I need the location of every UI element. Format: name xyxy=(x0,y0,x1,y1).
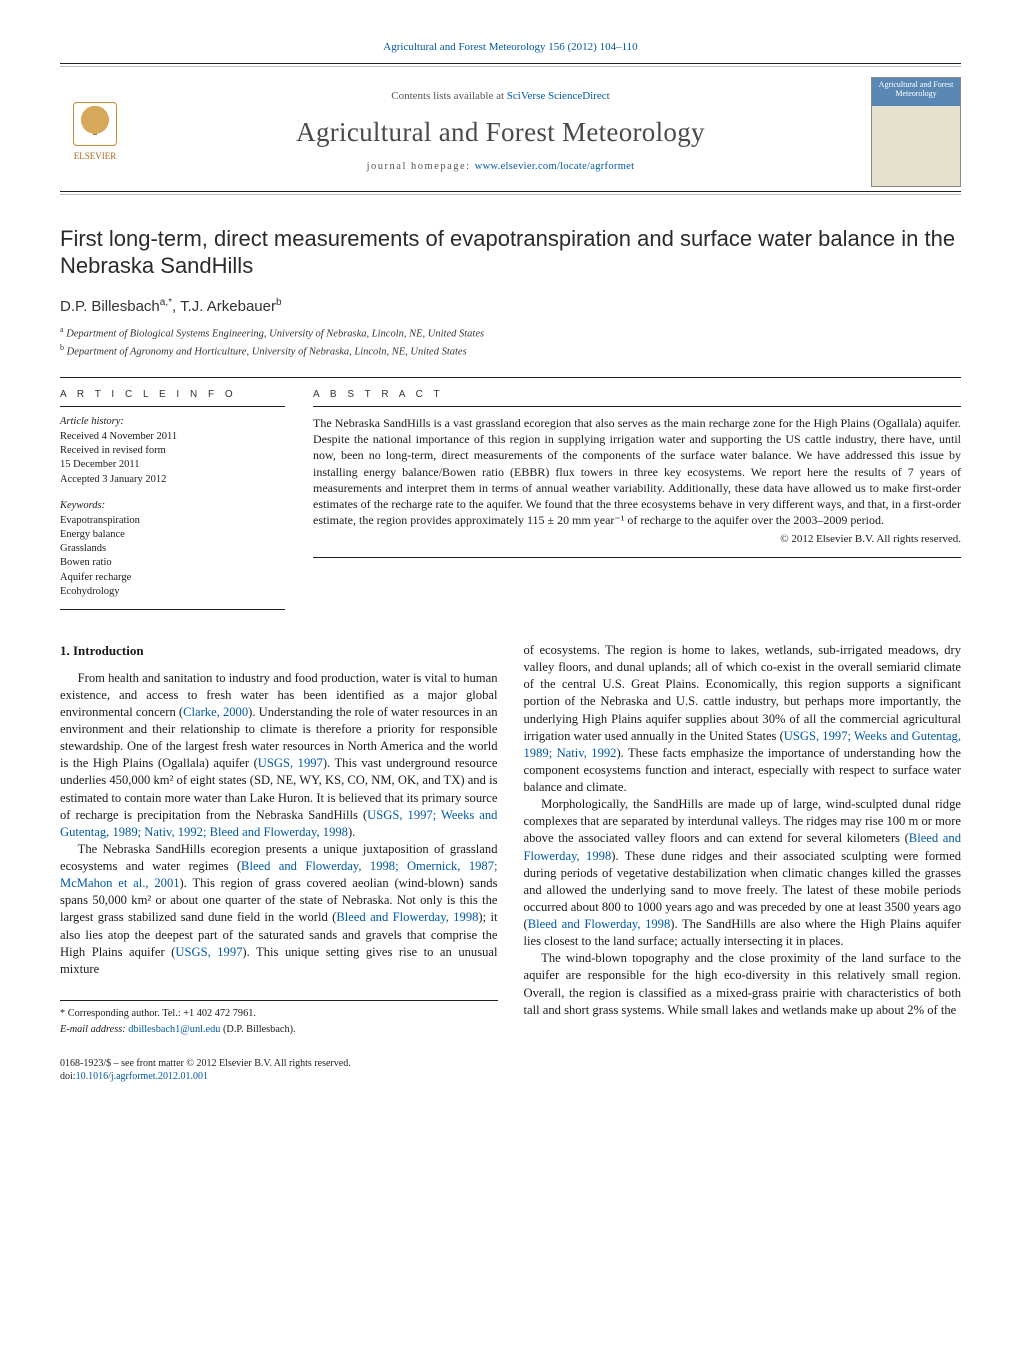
cite-usgs-1997-b[interactable]: USGS, 1997 xyxy=(175,945,242,959)
corresponding-author-line: * Corresponding author. Tel.: +1 402 472… xyxy=(60,1007,498,1021)
keyword-1: Evapotranspiration xyxy=(60,514,285,528)
intro-para-2: The Nebraska SandHills ecoregion present… xyxy=(60,841,498,978)
cover-title: Agricultural and Forest Meteorology xyxy=(875,81,957,99)
intro-para-5: The wind-blown topography and the close … xyxy=(524,950,962,1019)
rule-top-2 xyxy=(60,66,961,67)
history-revised-date: 15 December 2011 xyxy=(60,458,285,472)
history-heading: Article history: xyxy=(60,415,285,429)
email-person: (D.P. Billesbach). xyxy=(220,1024,295,1035)
author-list: D.P. Billesbacha,*, T.J. Arkebauerb xyxy=(60,296,961,317)
front-matter-line: 0168-1923/$ – see front matter © 2012 El… xyxy=(60,1057,961,1071)
cite-usgs-1997-a[interactable]: USGS, 1997 xyxy=(258,756,323,770)
intro-para-3: of ecosystems. The region is home to lak… xyxy=(524,642,962,796)
journal-homepage-link[interactable]: www.elsevier.com/locate/agrformet xyxy=(475,161,635,172)
article-info-label: A R T I C L E I N F O xyxy=(60,388,285,402)
history-revised-label: Received in revised form xyxy=(60,444,285,458)
abstract-column: A B S T R A C T The Nebraska SandHills i… xyxy=(313,378,961,610)
cite-bleed-1998-c[interactable]: Bleed and Flowerday, 1998 xyxy=(528,917,671,931)
rule-top-1 xyxy=(60,63,961,64)
abstract-label: A B S T R A C T xyxy=(313,388,961,402)
affiliation-a-text: Department of Biological Systems Enginee… xyxy=(66,329,484,340)
rule-mast-2 xyxy=(60,194,961,195)
author-1-affil-marker: a,* xyxy=(160,297,172,308)
corresponding-email-line: E-mail address: dbillesbach1@unl.edu (D.… xyxy=(60,1023,498,1037)
affiliation-b: b Department of Agronomy and Horticultur… xyxy=(60,343,961,360)
abstract-end-rule xyxy=(313,557,961,558)
corresponding-email-link[interactable]: dbillesbach1@unl.edu xyxy=(128,1024,220,1035)
doi-link[interactable]: 10.1016/j.agrformet.2012.01.001 xyxy=(76,1071,208,1082)
keywords-heading: Keywords: xyxy=(60,499,285,513)
info-end-rule xyxy=(60,609,285,610)
keyword-6: Ecohydrology xyxy=(60,585,285,599)
corresponding-author-footnote: * Corresponding author. Tel.: +1 402 472… xyxy=(60,1000,498,1037)
header-journal-ref: Agricultural and Forest Meteorology 156 … xyxy=(60,40,961,55)
keyword-5: Aquifer recharge xyxy=(60,571,285,585)
masthead-center: Contents lists available at SciVerse Sci… xyxy=(140,89,861,174)
contents-prefix: Contents lists available at xyxy=(391,90,506,102)
sciencedirect-link[interactable]: SciVerse ScienceDirect xyxy=(507,90,610,102)
author-1-name: D.P. Billesbach xyxy=(60,298,160,315)
footer-meta: 0168-1923/$ – see front matter © 2012 El… xyxy=(60,1057,961,1084)
masthead: ELSEVIER Contents lists available at Sci… xyxy=(60,77,961,187)
header-journal-ref-link[interactable]: Agricultural and Forest Meteorology 156 … xyxy=(383,41,637,53)
journal-cover-thumbnail: Agricultural and Forest Meteorology xyxy=(871,77,961,187)
author-2-name: T.J. Arkebauer xyxy=(180,298,276,315)
article-title: First long-term, direct measurements of … xyxy=(60,225,961,280)
affiliation-b-text: Department of Agronomy and Horticulture,… xyxy=(67,346,467,357)
p1-seg-d: ). xyxy=(348,825,355,839)
intro-para-4: Morphologically, the SandHills are made … xyxy=(524,796,962,950)
info-abstract-row: A R T I C L E I N F O Article history: R… xyxy=(60,378,961,610)
history-accepted: Accepted 3 January 2012 xyxy=(60,473,285,487)
author-separator: , xyxy=(172,298,180,315)
keyword-3: Grasslands xyxy=(60,542,285,556)
doi-line: doi:10.1016/j.agrformet.2012.01.001 xyxy=(60,1070,961,1084)
cite-bleed-1998-a[interactable]: Bleed and Flowerday, 1998 xyxy=(336,910,478,924)
keyword-2: Energy balance xyxy=(60,528,285,542)
publisher-name: ELSEVIER xyxy=(74,150,117,162)
email-label: E-mail address: xyxy=(60,1024,128,1035)
abstract-text: The Nebraska SandHills is a vast grassla… xyxy=(313,415,961,528)
publisher-logo: ELSEVIER xyxy=(60,92,130,172)
contents-available-line: Contents lists available at SciVerse Sci… xyxy=(140,89,861,104)
homepage-prefix: journal homepage: xyxy=(367,161,475,172)
p4-seg-a: Morphologically, the SandHills are made … xyxy=(524,797,962,845)
article-info-column: A R T I C L E I N F O Article history: R… xyxy=(60,378,285,610)
doi-prefix: doi: xyxy=(60,1071,76,1082)
abstract-copyright: © 2012 Elsevier B.V. All rights reserved… xyxy=(313,532,961,547)
intro-para-1: From health and sanitation to industry a… xyxy=(60,670,498,841)
keyword-4: Bowen ratio xyxy=(60,556,285,570)
rule-mast-1 xyxy=(60,191,961,192)
article-body: 1. Introduction From health and sanitati… xyxy=(60,642,961,1037)
cite-clarke-2000[interactable]: Clarke, 2000 xyxy=(183,705,248,719)
journal-homepage-line: journal homepage: www.elsevier.com/locat… xyxy=(140,160,861,174)
heading-introduction: 1. Introduction xyxy=(60,642,498,660)
info-rule xyxy=(60,406,285,407)
abstract-rule xyxy=(313,406,961,407)
elsevier-tree-icon xyxy=(73,102,117,146)
affiliation-a: a Department of Biological Systems Engin… xyxy=(60,325,961,342)
author-2-affil-marker: b xyxy=(276,297,282,308)
history-received: Received 4 November 2011 xyxy=(60,430,285,444)
journal-name: Agricultural and Forest Meteorology xyxy=(140,114,861,150)
